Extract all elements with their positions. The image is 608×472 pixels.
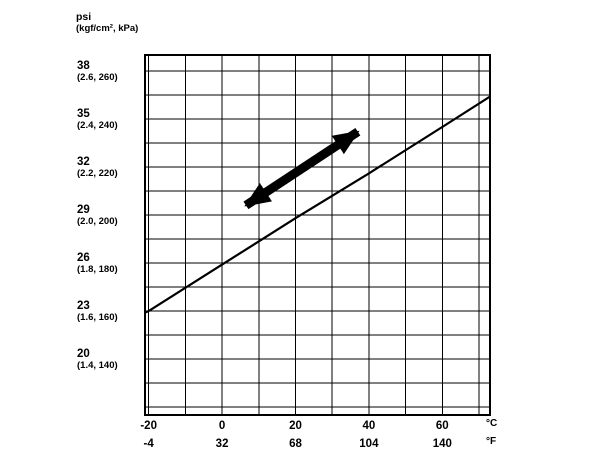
y-tick-alt: (1.8, 180): [77, 264, 118, 275]
x-tick-celsius: 20: [289, 420, 302, 432]
x-tick-celsius: 40: [362, 420, 375, 432]
y-tick-psi: 23: [77, 300, 90, 312]
x-tick-celsius: 0: [219, 420, 225, 432]
y-axis-unit-label: psi (kgf/cm², kPa): [76, 11, 139, 35]
x-tick-fahrenheit: 68: [289, 438, 302, 450]
y-tick-psi: 20: [77, 348, 90, 360]
pressure-line: [144, 95, 491, 314]
x-tick-fahrenheit: 32: [216, 438, 229, 450]
y-tick-alt: (2.4, 240): [77, 120, 118, 131]
y-tick-alt: (2.0, 200): [77, 216, 118, 227]
x-tick-fahrenheit: 104: [359, 438, 379, 450]
x-tick-fahrenheit: 140: [433, 438, 452, 450]
y-tick-alt: (1.6, 160): [77, 312, 118, 323]
x-tick-celsius: 60: [436, 420, 449, 432]
y-tick-psi: 29: [77, 204, 90, 216]
x-tick-celsius: -20: [140, 420, 157, 432]
y-tick-psi: 32: [77, 156, 90, 168]
y-axis-unit-line2: (kgf/cm², kPa): [76, 23, 139, 34]
x-tick-fahrenheit: -4: [144, 438, 155, 450]
celsius-unit-label: °C: [486, 418, 498, 429]
y-axis-unit-line1: psi: [76, 11, 92, 23]
y-tick-psi: 26: [77, 252, 90, 264]
range-arrow: [243, 128, 361, 210]
y-tick-alt: (2.2, 220): [77, 168, 118, 179]
y-tick-alt: (2.6, 260): [77, 72, 118, 83]
grid: [145, 55, 490, 415]
y-tick-psi: 35: [77, 108, 90, 120]
y-tick-alt: (1.4, 140): [77, 360, 118, 371]
y-tick-psi: 38: [77, 60, 90, 72]
plot-border: [144, 54, 491, 416]
fahrenheit-unit-label: °F: [486, 436, 497, 447]
